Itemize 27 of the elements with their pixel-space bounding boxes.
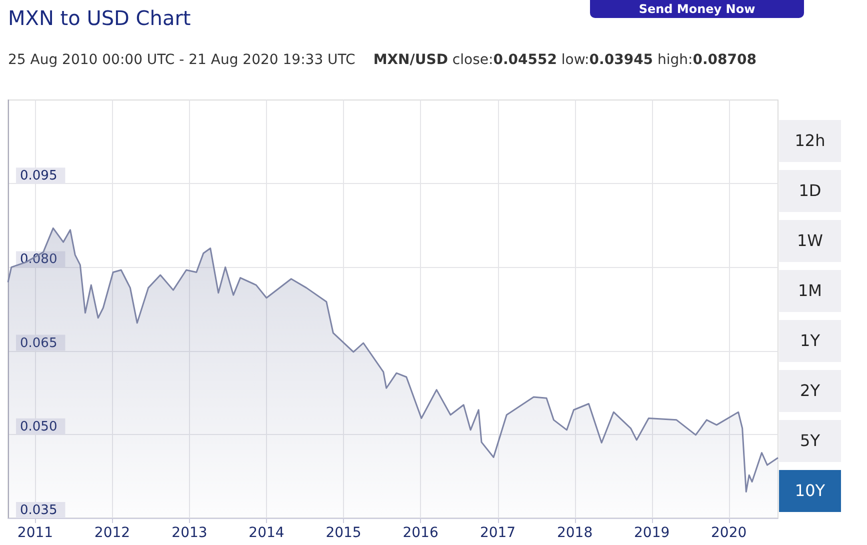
y-tick-label: 0.080 [20, 252, 58, 268]
x-tick-label: 2017 [480, 525, 516, 541]
range-button: 10Y [779, 470, 841, 512]
range-button: 1M [779, 270, 841, 312]
x-tick-label: 2019 [634, 525, 670, 541]
x-tick-label: 2011 [17, 525, 54, 541]
chart-title: MXN to USD Chart [8, 6, 191, 30]
range-button: 1D [779, 170, 841, 212]
range-button: 2Y [779, 370, 841, 412]
y-tick-label: 0.050 [20, 419, 58, 434]
range-button: 1W [779, 220, 841, 262]
x-tick-label: 2016 [402, 525, 438, 541]
range-button: 12h [779, 120, 841, 162]
x-tick-label: 2013 [172, 525, 208, 541]
chart-subtitle: 25 Aug 2010 00:00 UTC - 21 Aug 2020 19:33 UTC [8, 52, 356, 68]
x-tick-label: 2018 [556, 525, 593, 541]
x-tick-label: 2015 [326, 525, 362, 541]
y-tick-label: 0.035 [20, 503, 58, 518]
x-tick-label: 2012 [94, 525, 130, 541]
x-tick-label: 2020 [711, 525, 747, 541]
range-button: 1Y [779, 320, 841, 362]
y-tick-label: 0.065 [20, 336, 58, 351]
send-button: Send Money Now [590, 0, 804, 18]
y-tick-label: 0.095 [20, 168, 58, 184]
range-button: 5Y [779, 420, 841, 462]
text: MXN/USD close:0.04552 low:0.03945 high:0.08708 [373, 52, 757, 68]
x-tick-label: 2014 [248, 525, 284, 541]
